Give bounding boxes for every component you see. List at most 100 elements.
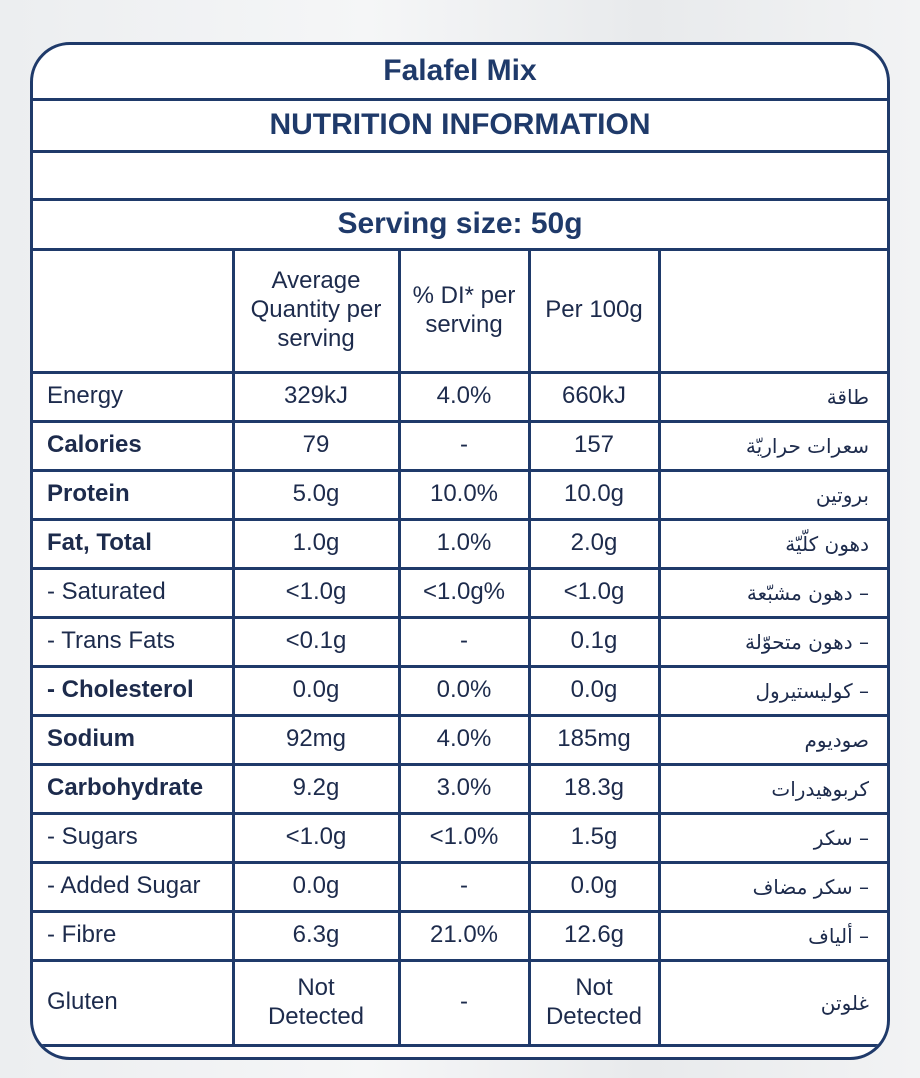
nutrient-value: 10.0g xyxy=(527,468,661,521)
nutrient-label: - Trans Fats xyxy=(33,615,235,668)
nutrient-value: 3.0% xyxy=(397,762,531,815)
value-text: <1.0g xyxy=(563,578,625,606)
arabic-label: كربوهيدرات xyxy=(657,762,887,815)
nutrient-label: - Cholesterol xyxy=(33,664,235,717)
nutrient-row: - Saturated <1.0g <1.0g% <1.0g – دهون مشبّعة xyxy=(33,566,887,619)
value-text: 0.0g xyxy=(292,872,340,900)
value-text: 1.0g xyxy=(292,529,340,557)
arabic-label: – دهون متحوّلة xyxy=(657,615,887,668)
nutrient-value: 185mg xyxy=(527,713,661,766)
value-text: 12.6g xyxy=(563,921,625,949)
nutrient-value: 0.0g xyxy=(231,664,401,717)
value-text: 21.0% xyxy=(429,921,499,949)
nutrient-value: 1.0g xyxy=(231,517,401,570)
column-header: Average Quantity per serving xyxy=(231,247,401,374)
value-text: Not Detected xyxy=(267,973,365,1030)
nutrient-value: 0.0% xyxy=(397,664,531,717)
empty-row xyxy=(33,149,887,201)
nutrient-value: <1.0g xyxy=(231,811,401,864)
nutrient-value: - xyxy=(397,860,531,913)
nutrient-row: - Sugars <1.0g <1.0% 1.5g – سكر xyxy=(33,811,887,864)
nutrient-value: <1.0g xyxy=(231,566,401,619)
nutrient-label: Energy xyxy=(33,370,235,423)
nutrient-label: Gluten xyxy=(33,958,235,1047)
value-text: 0.0g xyxy=(292,676,340,704)
nutrient-value: 92mg xyxy=(231,713,401,766)
value-text: 4.0% xyxy=(436,382,492,410)
nutrient-value: <1.0% xyxy=(397,811,531,864)
nutrient-row: - Trans Fats <0.1g - 0.1g – دهون متحوّلة xyxy=(33,615,887,668)
value-text: <1.0g xyxy=(285,823,347,851)
nutrient-row: - Fibre 6.3g 21.0% 12.6g – ألياف xyxy=(33,909,887,962)
value-text: 10.0% xyxy=(429,480,499,508)
nutrient-label: Sodium xyxy=(33,713,235,766)
value-text: 2.0g xyxy=(570,529,618,557)
value-text: 185mg xyxy=(557,725,631,753)
nutrient-value: 10.0% xyxy=(397,468,531,521)
nutrient-label: - Saturated xyxy=(33,566,235,619)
arabic-label: دهون كلّيّة xyxy=(657,517,887,570)
nutrient-label: Protein xyxy=(33,468,235,521)
arabic-label: صوديوم xyxy=(657,713,887,766)
nutrient-value: 0.0g xyxy=(231,860,401,913)
nutrient-value: 157 xyxy=(527,419,661,472)
nutrient-label: Carbohydrate xyxy=(33,762,235,815)
value-text: 18.3g xyxy=(563,774,625,802)
nutrient-value: 1.5g xyxy=(527,811,661,864)
empty-header xyxy=(33,247,235,374)
value-text: 0.0g xyxy=(570,872,618,900)
nutrient-row: Fat, Total 1.0g 1.0% 2.0g دهون كلّيّة xyxy=(33,517,887,570)
value-text: <1.0g% xyxy=(422,578,506,606)
value-text: 0.0g xyxy=(570,676,618,704)
nutrient-value: - xyxy=(397,419,531,472)
nutrient-value: - xyxy=(397,615,531,668)
nutrient-value: 4.0% xyxy=(397,713,531,766)
arabic-label: بروتين xyxy=(657,468,887,521)
arabic-label: – دهون مشبّعة xyxy=(657,566,887,619)
value-text: <1.0g xyxy=(285,578,347,606)
nutrient-row: Energy 329kJ 4.0% 660kJ طاقة xyxy=(33,370,887,423)
arabic-label: – كوليستيرول xyxy=(657,664,887,717)
nutrient-value: 21.0% xyxy=(397,909,531,962)
value-text: - xyxy=(460,627,468,655)
column-header: Per 100g xyxy=(527,247,661,374)
nutrient-value: 6.3g xyxy=(231,909,401,962)
nutrient-value: Not Detected xyxy=(527,958,661,1047)
nutrient-value: <1.0g xyxy=(527,566,661,619)
arabic-label: – سكر مضاف xyxy=(657,860,887,913)
section-title: NUTRITION INFORMATION xyxy=(33,97,887,153)
arabic-label: – ألياف xyxy=(657,909,887,962)
nutrient-value: <1.0g% xyxy=(397,566,531,619)
value-text: Not Detected xyxy=(545,973,643,1030)
nutrient-label: - Sugars xyxy=(33,811,235,864)
value-text: 9.2g xyxy=(292,774,340,802)
nutrient-row: Calories 79 - 157 سعرات حراريّة xyxy=(33,419,887,472)
nutrient-value: <0.1g xyxy=(231,615,401,668)
nutrient-value: 79 xyxy=(231,419,401,472)
nutrient-row: Gluten Not Detected - Not Detected غلوتن xyxy=(33,958,887,1047)
nutrient-value: 9.2g xyxy=(231,762,401,815)
arabic-label: غلوتن xyxy=(657,958,887,1047)
value-text: 157 xyxy=(573,431,615,459)
value-text: 3.0% xyxy=(436,774,492,802)
value-text: 5.0g xyxy=(292,480,340,508)
nutrient-row: - Added Sugar 0.0g - 0.0g – سكر مضاف xyxy=(33,860,887,913)
nutrient-value: 18.3g xyxy=(527,762,661,815)
value-text: 92mg xyxy=(285,725,347,753)
nutrient-value: - xyxy=(397,958,531,1047)
value-text: 1.0% xyxy=(436,529,492,557)
value-text: 6.3g xyxy=(292,921,340,949)
nutrient-value: 660kJ xyxy=(527,370,661,423)
column-header: % DI* per serving xyxy=(397,247,531,374)
value-text: - xyxy=(460,872,468,900)
nutrient-value: 0.1g xyxy=(527,615,661,668)
nutrient-value: Not Detected xyxy=(231,958,401,1047)
value-text: 660kJ xyxy=(561,382,627,410)
nutrient-value: 329kJ xyxy=(231,370,401,423)
nutrient-row: Carbohydrate 9.2g 3.0% 18.3g كربوهيدرات xyxy=(33,762,887,815)
nutrient-value: 0.0g xyxy=(527,860,661,913)
empty-header xyxy=(657,247,887,374)
nutrient-label: Calories xyxy=(33,419,235,472)
value-text: 0.1g xyxy=(570,627,618,655)
value-text: - xyxy=(460,988,468,1016)
